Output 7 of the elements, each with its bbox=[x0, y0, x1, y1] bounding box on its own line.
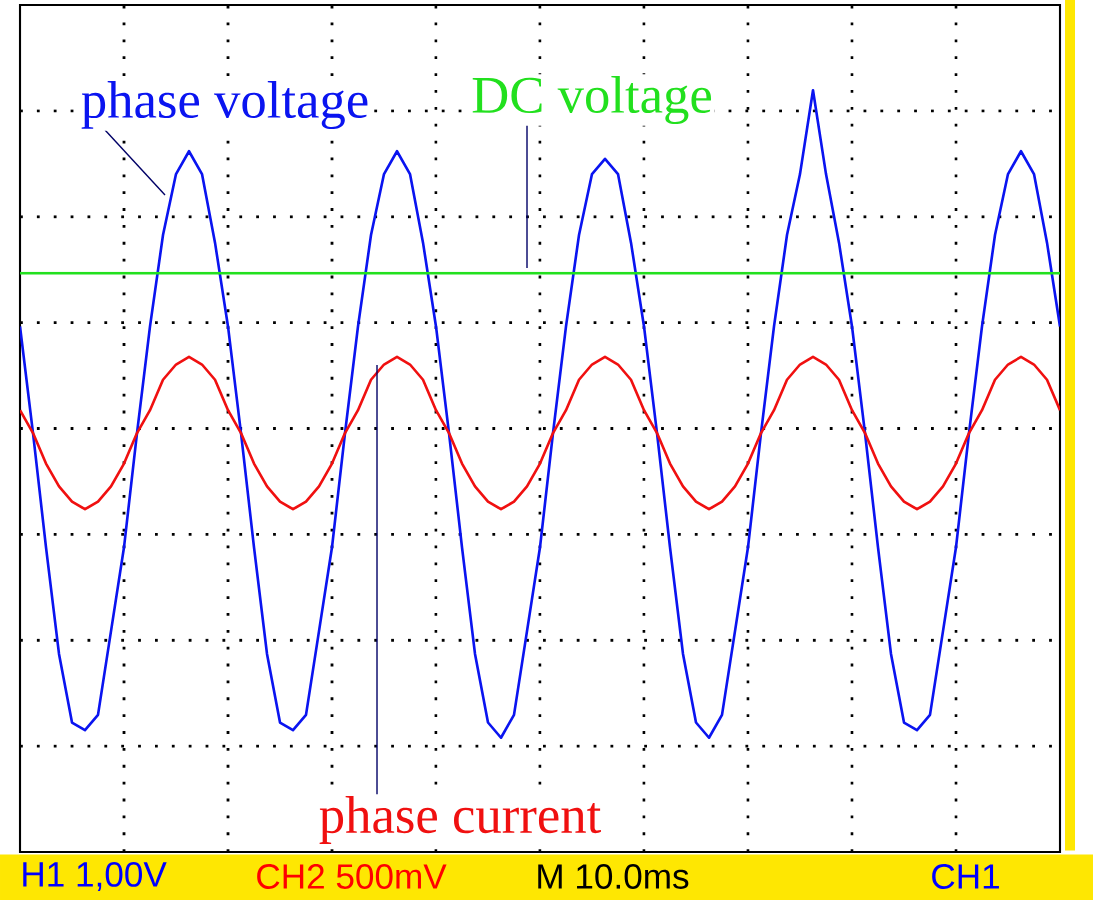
text: phase current bbox=[319, 796, 601, 844]
text: M 10.0ms bbox=[538, 864, 689, 889]
text: H1 1,00V bbox=[23, 861, 167, 892]
text: CH1 bbox=[932, 864, 999, 889]
text: DC voltage bbox=[472, 76, 711, 124]
text: CH2 500mV bbox=[257, 864, 447, 889]
series-label: phase voltage bbox=[81, 81, 368, 129]
